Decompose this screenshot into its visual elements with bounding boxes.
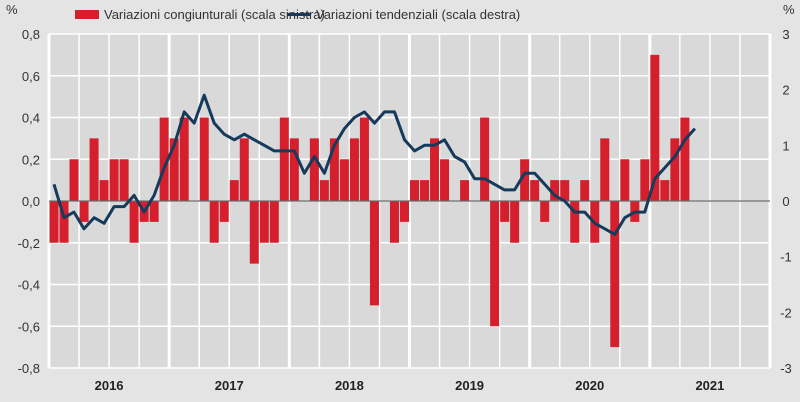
bar	[129, 201, 139, 243]
left-tick-label: -0,2	[18, 236, 40, 251]
bar	[510, 201, 520, 243]
x-tick-label: 2018	[335, 378, 364, 393]
right-tick-label: 3	[782, 27, 789, 42]
right-tick-label: 0	[782, 194, 789, 209]
bar	[680, 117, 690, 201]
bar	[179, 117, 189, 201]
bar	[389, 201, 399, 243]
x-tick-label: 2017	[215, 378, 244, 393]
x-tick-label: 2020	[575, 378, 604, 393]
legend-line-label: Variazioni tendenziali (scala destra)	[316, 7, 520, 22]
left-unit: %	[6, 2, 18, 17]
left-tick-label: 0,2	[22, 152, 40, 167]
bar	[430, 138, 440, 201]
left-tick-label: 0,8	[22, 27, 40, 42]
bar	[249, 201, 259, 264]
legend-bar-swatch	[75, 10, 99, 19]
bar	[229, 180, 239, 201]
bar	[259, 201, 269, 243]
bar	[289, 138, 299, 201]
bar	[309, 138, 319, 201]
left-tick-label: -0,4	[18, 278, 40, 293]
right-tick-label: 1	[782, 138, 789, 153]
legend-bar-label: Variazioni congiunturali (scala sinistra…	[104, 7, 325, 22]
bar	[329, 138, 339, 201]
bar	[480, 117, 490, 201]
bar	[209, 201, 219, 243]
bar	[560, 180, 570, 201]
line-series	[52, 93, 697, 236]
bar	[59, 201, 69, 243]
bar	[109, 159, 119, 201]
bar	[349, 138, 359, 201]
bar	[339, 159, 349, 201]
bar	[159, 117, 169, 201]
bar	[620, 159, 630, 201]
bar	[520, 159, 530, 201]
left-tick-label: 0,6	[22, 69, 40, 84]
right-axis: 3 2 1 0 -1 -2 -3	[780, 27, 792, 376]
bar	[650, 54, 660, 201]
bar	[169, 138, 179, 201]
bar	[119, 159, 129, 201]
bar	[319, 180, 329, 201]
bar	[440, 159, 450, 201]
left-tick-label: -0,6	[18, 319, 40, 334]
x-tick-label: 2019	[455, 378, 484, 393]
left-tick-label: 0,0	[22, 194, 40, 209]
bar	[410, 180, 420, 201]
bar	[580, 180, 590, 201]
bar	[219, 201, 229, 222]
bar	[399, 201, 409, 222]
bar	[359, 117, 369, 201]
bar-series	[49, 54, 690, 348]
right-tick-label: -1	[780, 250, 792, 265]
bar	[490, 201, 500, 327]
bar	[239, 138, 249, 201]
bar	[149, 201, 159, 222]
bar	[660, 180, 670, 201]
right-tick-label: -3	[780, 361, 792, 376]
bar	[369, 201, 379, 306]
bar	[670, 138, 680, 201]
left-axis: 0,8 0,6 0,4 0,2 0,0 -0,2 -0,4 -0,6 -0,8	[18, 27, 40, 376]
bar	[89, 138, 99, 201]
bar	[570, 201, 580, 243]
x-axis: 2016 2017 2018 2019 2020 2021	[95, 378, 725, 393]
x-tick-label: 2021	[695, 378, 724, 393]
bar	[610, 201, 620, 348]
bar	[69, 159, 79, 201]
right-tick-label: 2	[782, 83, 789, 98]
bar	[420, 180, 430, 201]
bar	[460, 180, 470, 201]
bar	[279, 117, 289, 201]
bar	[49, 201, 59, 243]
bar	[550, 180, 560, 201]
right-tick-label: -2	[780, 305, 792, 320]
legend: Variazioni congiunturali (scala sinistra…	[75, 7, 520, 22]
right-unit: %	[783, 2, 795, 17]
x-tick-label: 2016	[95, 378, 124, 393]
bar	[199, 117, 209, 201]
bar	[640, 159, 650, 201]
bar	[530, 180, 540, 201]
bar	[99, 180, 109, 201]
bar	[500, 201, 510, 222]
bar	[79, 201, 89, 222]
left-tick-label: -0,8	[18, 361, 40, 376]
bar	[540, 201, 550, 222]
bar	[600, 138, 610, 201]
left-tick-label: 0,4	[22, 111, 40, 126]
bar	[269, 201, 279, 243]
